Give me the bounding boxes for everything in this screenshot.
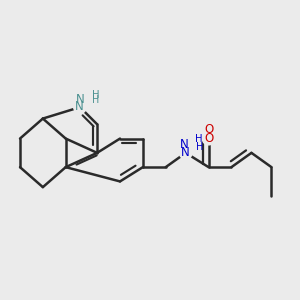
Text: H: H <box>196 142 204 152</box>
Text: N: N <box>76 93 84 106</box>
Text: N: N <box>181 146 190 159</box>
Circle shape <box>202 132 215 145</box>
Text: N: N <box>180 138 189 151</box>
Text: O: O <box>204 131 213 145</box>
Circle shape <box>74 101 86 113</box>
Text: O: O <box>204 123 213 136</box>
Text: H: H <box>195 134 202 144</box>
Circle shape <box>179 147 192 159</box>
Text: H: H <box>92 95 99 105</box>
Text: N: N <box>75 100 83 113</box>
Text: H: H <box>92 90 100 100</box>
